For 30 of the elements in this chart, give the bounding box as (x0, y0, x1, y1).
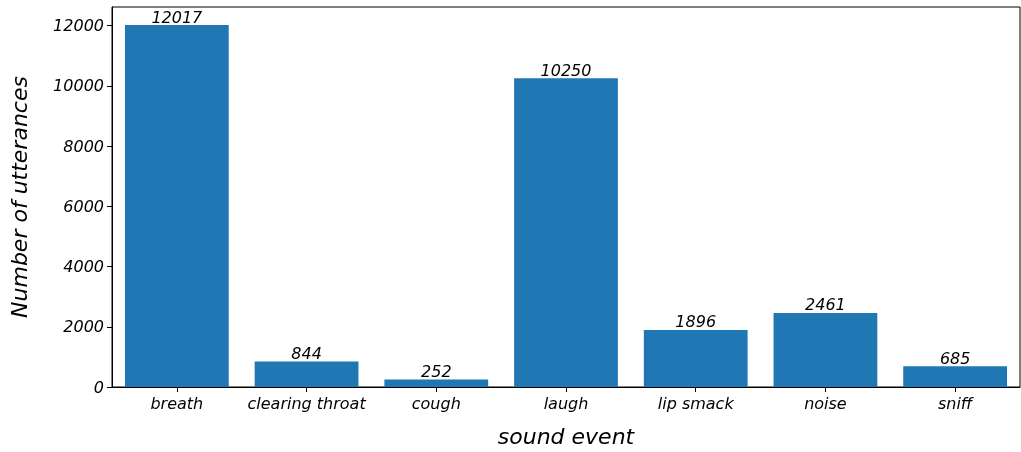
bar (643, 329, 748, 387)
y-tick-label: 10000 (53, 76, 104, 96)
x-tick-label: cough (411, 393, 461, 413)
x-tick-label: laugh (543, 393, 589, 413)
bar (903, 366, 1008, 387)
bar (384, 379, 489, 387)
y-tick-label: 2000 (63, 317, 104, 337)
data-label: 10250 (540, 60, 592, 80)
bar (514, 78, 618, 387)
x-tick-label: breath (150, 393, 204, 413)
data-label: 12017 (151, 7, 204, 27)
y-tick-label: 8000 (63, 136, 104, 156)
data-label: 844 (291, 344, 322, 364)
data-label: 252 (421, 361, 452, 381)
data-label: 1896 (675, 312, 717, 332)
y-tick-label: 12000 (53, 16, 104, 36)
y-axis-title: Number of utterances (6, 76, 32, 318)
x-tick-label: lip smack (657, 393, 735, 413)
x-tick-label: noise (804, 393, 847, 413)
data-label: 685 (939, 348, 971, 368)
y-tick-label: 0 (93, 377, 104, 397)
y-tick-label: 4000 (63, 257, 104, 277)
data-label: 2461 (805, 295, 846, 315)
y-tick-label: 6000 (63, 196, 104, 216)
x-axis-title: sound event (497, 423, 636, 449)
bar (254, 361, 359, 387)
x-tick-label: sniff (937, 393, 975, 413)
bar (773, 312, 878, 387)
bar (124, 25, 229, 387)
x-tick-label: clearing throat (247, 393, 367, 413)
